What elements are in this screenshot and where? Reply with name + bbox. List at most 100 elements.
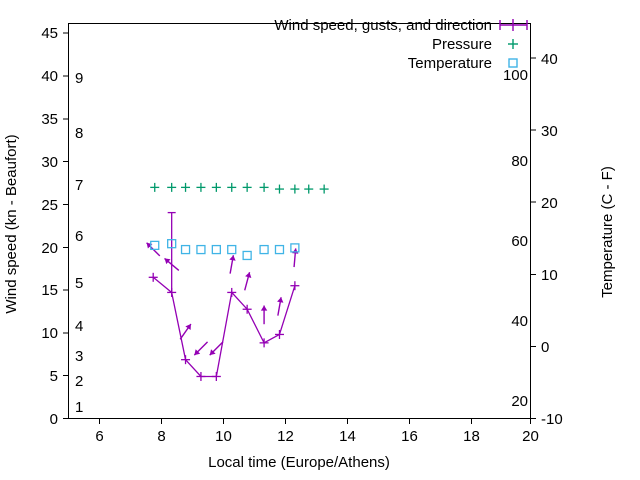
temperature-point	[227, 244, 237, 255]
wind-direction-arrow	[277, 297, 284, 316]
left-tick-label: 40	[41, 68, 58, 85]
legend-label-pressure: Pressure	[432, 36, 492, 53]
x-tick-label: 20	[522, 428, 539, 445]
bottom-axis-ticks	[99, 419, 531, 424]
temperature-point	[150, 240, 160, 251]
wind-direction-arrow	[229, 255, 236, 274]
right-tick-label-f: 100	[503, 67, 528, 84]
pressure-point	[274, 184, 284, 194]
wind-speed-point	[148, 272, 158, 282]
pressure-point	[259, 182, 269, 192]
left-tick-label: 20	[41, 240, 58, 257]
temperature-point	[167, 239, 177, 249]
pressure-point	[227, 182, 237, 192]
x-axis-title: Local time (Europe/Athens)	[208, 454, 390, 471]
right-tick-label-c: 40	[541, 51, 558, 68]
legend: Wind speed, gusts, and direction Pressur…	[274, 17, 528, 72]
wind-direction-arrow	[209, 341, 224, 356]
wind-speed-point	[259, 338, 269, 348]
right-tick-label-c: 20	[541, 195, 558, 212]
right-tick-label-f: 40	[511, 313, 528, 330]
wind-speed-line	[152, 276, 296, 378]
left-tick-label: 45	[41, 25, 58, 42]
left-axis-ticks	[63, 32, 68, 419]
beaufort-scale-labels: 1 2 3 4 5 6 7 8 9	[75, 70, 83, 416]
pressure-point	[167, 182, 177, 192]
left-tick-label: 15	[41, 282, 58, 299]
pressure-point	[181, 182, 191, 192]
legend-swatch-temperature	[508, 58, 518, 68]
beaufort-label: 4	[75, 318, 83, 335]
right-axis-celsius-labels: -10 0 10 20 30 40	[541, 51, 563, 428]
temperature-point	[274, 244, 285, 255]
pressure-point	[304, 184, 314, 194]
temperature-point	[180, 244, 191, 255]
temperature-point	[196, 244, 206, 255]
beaufort-label: 3	[75, 348, 83, 365]
pressure-point	[211, 182, 221, 192]
temperature-point	[242, 250, 252, 261]
right-axis-ticks	[531, 57, 536, 419]
legend-swatch-wind	[499, 19, 528, 31]
right-axis-fahrenheit-labels: 20 40 60 80 100	[503, 67, 528, 410]
x-tick-label: 8	[157, 428, 165, 445]
left-tick-label: 30	[41, 154, 58, 171]
temperature-point	[211, 244, 221, 255]
x-tick-label: 12	[277, 428, 294, 445]
left-tick-label: 10	[41, 325, 58, 342]
wind-speed-point	[227, 287, 237, 297]
beaufort-label: 8	[75, 125, 83, 142]
right-tick-label-c: -10	[541, 411, 563, 428]
left-tick-label: 5	[50, 368, 58, 385]
wind-direction-arrow	[260, 305, 268, 325]
legend-label-temperature: Temperature	[408, 55, 492, 72]
wind-speed-point	[290, 281, 300, 291]
left-axis-tick-labels: 0 5 10 15 20 25 30 35 40 45	[41, 25, 58, 428]
wind-direction-arrow	[244, 272, 252, 291]
wind-direction-arrow	[164, 257, 180, 271]
pressure-point	[196, 182, 206, 192]
pressure-point	[150, 182, 160, 192]
wind-speed-point	[181, 355, 191, 365]
wind-direction-arrow	[292, 248, 299, 268]
temperature-point	[259, 244, 269, 255]
beaufort-label: 1	[75, 399, 83, 416]
x-tick-label: 16	[401, 428, 418, 445]
legend-label-wind: Wind speed, gusts, and direction	[274, 17, 492, 34]
right-tick-label-c: 10	[541, 267, 558, 284]
temperature-point	[290, 243, 300, 253]
beaufort-label: 9	[75, 70, 83, 87]
legend-swatch-pressure	[508, 39, 518, 49]
left-tick-label: 0	[50, 411, 58, 428]
x-tick-label: 14	[339, 428, 356, 445]
x-tick-label: 18	[463, 428, 480, 445]
left-tick-label: 25	[41, 197, 58, 214]
wind-speed-point	[196, 371, 206, 381]
right-tick-label-f: 80	[511, 153, 528, 170]
beaufort-label: 7	[75, 177, 83, 194]
right-tick-label-c: 30	[541, 123, 558, 140]
wind-speed-point	[274, 329, 284, 339]
pressure-point	[290, 184, 300, 194]
wind-speed-point	[242, 304, 252, 314]
plot-frame	[68, 23, 531, 419]
bottom-axis-tick-labels: 6 8 10 12 14 16 18 20	[95, 428, 539, 445]
right-tick-label-f: 60	[511, 233, 528, 250]
y2-axis-title: Temperature (C - F)	[599, 166, 616, 298]
beaufort-label: 5	[75, 275, 83, 292]
left-tick-label: 35	[41, 111, 58, 128]
y-axis-title: Wind speed (kn - Beaufort)	[3, 134, 20, 313]
beaufort-label: 2	[75, 373, 83, 390]
wind-speed-point	[211, 371, 221, 381]
wind-direction-arrow	[193, 341, 209, 356]
right-tick-label-c: 0	[541, 339, 549, 356]
beaufort-label: 6	[75, 228, 83, 245]
gust-bar	[167, 211, 176, 293]
right-tick-label-f: 20	[511, 393, 528, 410]
x-tick-label: 6	[95, 428, 103, 445]
data-series-layer	[146, 182, 329, 381]
pressure-point	[242, 182, 252, 192]
wind-direction-arrow	[179, 323, 192, 340]
